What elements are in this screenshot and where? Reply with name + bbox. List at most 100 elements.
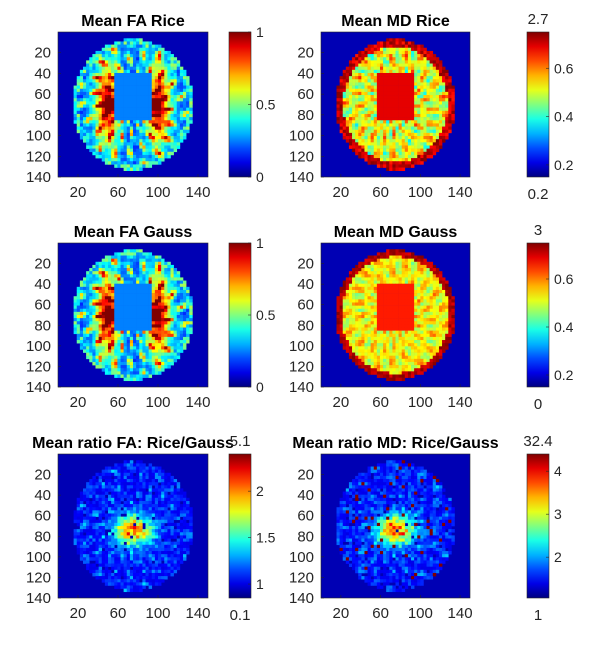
heatmap-cell [336,113,340,118]
heatmap-cell [417,318,421,322]
heatmap-cell [342,132,347,137]
heatmap-cell [114,283,118,288]
heatmap-cell [126,283,131,288]
heatmap-cell [136,107,140,112]
heatmap-cell [142,132,146,137]
heatmap-cell [432,327,437,331]
heatmap-cell [126,330,131,335]
heatmap-cell [104,286,109,291]
heatmap-cell [442,132,446,137]
heatmap-cell [348,88,353,93]
heatmap-cell [342,324,347,328]
heatmap-cell [445,123,449,127]
heatmap-cell [92,95,96,99]
heatmap-cell [167,145,171,149]
heatmap-cell [420,302,424,306]
heatmap-cell [395,296,399,300]
heatmap-cell [129,311,134,316]
heatmap-cell [126,365,131,369]
heatmap-cell [108,72,112,77]
heatmap-cell [151,264,156,269]
heatmap-cell [355,311,359,316]
heatmap-cell [83,129,87,134]
heatmap-cell [429,286,434,291]
heatmap-cell [79,98,84,102]
heatmap-cell [158,129,162,134]
heatmap-cell [404,302,409,306]
heatmap-cell [442,126,446,131]
heatmap-cell [336,91,340,96]
heatmap-cell [432,305,437,310]
heatmap-cell [136,60,140,64]
heatmap-cell [167,76,171,80]
heatmap-cell [398,85,402,90]
heatmap-cell [395,308,399,313]
heatmap-cell [154,136,159,140]
heatmap-cell [376,132,381,137]
heatmap-cell [392,293,396,297]
heatmap-cell [395,85,399,90]
heatmap-cell [345,91,350,96]
heatmap-cell [348,104,353,108]
heatmap-cell [414,271,418,275]
heatmap-cell [114,333,118,338]
heatmap-cell [395,252,399,256]
heatmap-cell [438,142,443,146]
heatmap-cell [83,305,87,310]
heatmap-cell [167,330,171,335]
heatmap-cell [435,76,440,80]
heatmap-cell [417,79,421,83]
heatmap-cell [411,85,415,90]
heatmap-cell [423,261,427,266]
heatmap-cell [164,107,168,112]
heatmap-cell [376,264,381,269]
heatmap-cell [395,117,399,121]
heatmap-cell [395,293,399,297]
heatmap-cell [398,308,402,313]
heatmap-cell [114,154,118,159]
heatmap-cell [404,66,409,71]
heatmap-cell [339,324,344,328]
heatmap-cell [161,66,165,71]
heatmap-cell [401,352,406,356]
heatmap-cell [154,63,159,67]
heatmap-cell [386,271,390,275]
heatmap-cell [136,255,140,259]
heatmap-cell [117,151,121,156]
heatmap-cell [370,88,375,93]
heatmap-cell [445,129,449,134]
heatmap-cell [386,145,390,149]
heatmap-cell [89,336,93,341]
heatmap-cell [136,167,140,171]
heatmap-cell [148,132,153,137]
heatmap-cell [104,299,109,303]
heatmap-cell [76,330,81,335]
y-tick-label: 100 [26,338,51,355]
heatmap-cell [379,308,384,313]
heatmap-cell [76,327,81,331]
heatmap-cell [114,280,118,284]
heatmap-cell [386,123,390,127]
heatmap-cell [429,264,434,269]
heatmap-cell [417,69,421,74]
heatmap-cell [414,280,418,284]
heatmap-cell [392,277,396,281]
heatmap-cell [133,343,137,347]
heatmap-cell [142,101,146,105]
heatmap-cell [189,110,193,115]
heatmap-cell [142,44,146,49]
heatmap-cell [126,154,131,159]
heatmap-cell [352,136,356,140]
heatmap-cell [392,72,396,77]
heatmap-cell [401,54,406,58]
heatmap-cell [145,126,149,131]
heatmap-cell [361,148,365,153]
heatmap-cell [186,123,190,127]
heatmap-cell [451,318,455,322]
heatmap-cell [358,264,362,269]
heatmap-cell [383,139,387,143]
heatmap-cell [407,126,412,131]
heatmap-cell [367,44,371,49]
heatmap-cell [92,318,96,322]
heatmap-cell [423,110,427,115]
